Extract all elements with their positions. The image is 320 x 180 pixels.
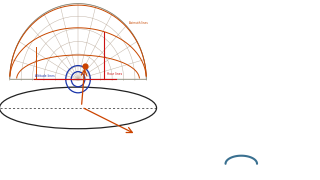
Text: geometry: geometry xyxy=(193,45,290,63)
Text: Solar: Solar xyxy=(215,14,268,32)
Text: Altitude lines: Altitude lines xyxy=(36,74,55,78)
Text: Hour lines: Hour lines xyxy=(107,72,122,76)
Polygon shape xyxy=(2,81,155,173)
Text: diagram?: diagram? xyxy=(212,137,270,147)
Text: How to read a: How to read a xyxy=(197,90,285,100)
Text: N: N xyxy=(76,0,80,1)
Text: Azimuth lines: Azimuth lines xyxy=(129,21,148,24)
Text: sunpath: sunpath xyxy=(216,114,267,124)
